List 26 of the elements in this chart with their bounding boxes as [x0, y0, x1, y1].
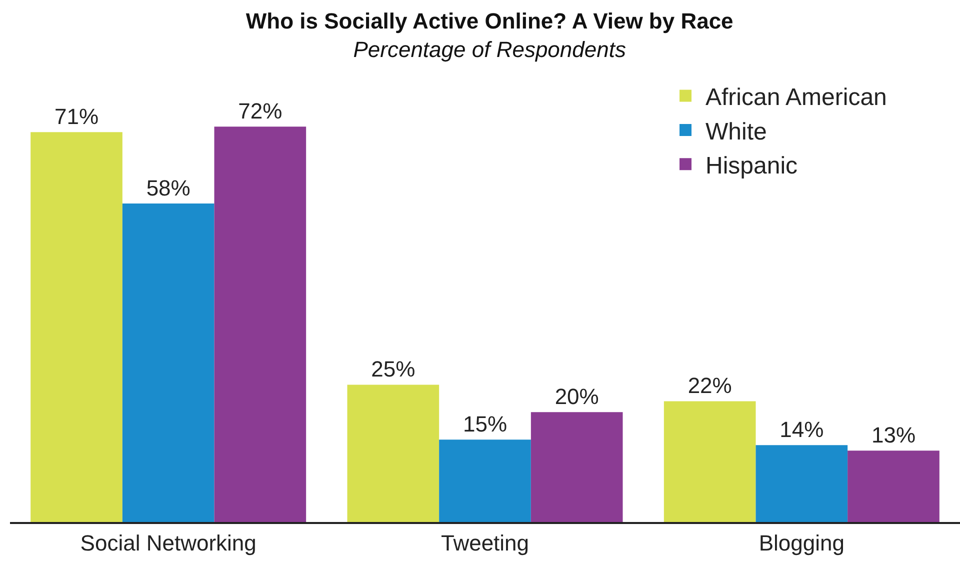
data-label: 13% [871, 422, 916, 448]
bar [664, 401, 756, 522]
bar [30, 132, 122, 522]
legend-label: White [706, 118, 767, 146]
bar [756, 445, 848, 522]
x-tick-label: Tweeting [440, 530, 530, 556]
bar [122, 204, 214, 522]
data-label: 25% [371, 356, 416, 382]
chart-title: Who is Socially Active Online? A View by Race [246, 8, 734, 34]
legend-label: Hispanic [706, 152, 798, 180]
data-label: 20% [554, 384, 599, 410]
data-label: 72% [238, 98, 282, 124]
data-label: 58% [146, 176, 190, 201]
bar [214, 126, 306, 522]
bar [347, 384, 440, 522]
chart-subtitle: Percentage of Respondents [353, 36, 626, 62]
x-tick-label: Social Networking [80, 530, 256, 556]
bar [530, 412, 623, 522]
legend-label: African American [706, 84, 887, 112]
bar [848, 450, 940, 522]
bar [439, 440, 531, 522]
data-label: 15% [462, 412, 508, 437]
data-label: 22% [688, 373, 732, 398]
x-tick-label: Blogging [758, 530, 844, 556]
data-label: 14% [780, 417, 824, 442]
data-label: 71% [54, 104, 99, 130]
